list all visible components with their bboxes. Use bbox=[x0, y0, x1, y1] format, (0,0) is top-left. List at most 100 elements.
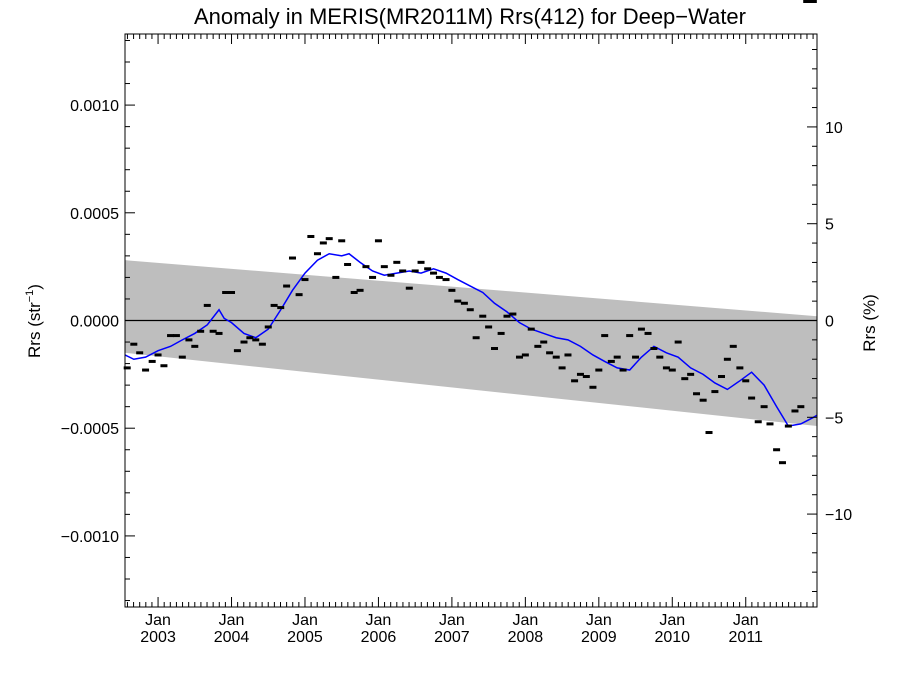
data-point bbox=[460, 301, 468, 305]
data-point bbox=[203, 303, 211, 307]
x-tick-label-year: 2006 bbox=[361, 629, 397, 646]
smoothed-series-line bbox=[124, 252, 818, 427]
data-point bbox=[497, 331, 505, 335]
data-point bbox=[515, 355, 523, 359]
data-point bbox=[277, 306, 285, 310]
data-point bbox=[319, 241, 327, 245]
y-left-tick-label: −0.0010 bbox=[61, 529, 119, 546]
data-point bbox=[332, 275, 340, 279]
data-point bbox=[760, 405, 768, 409]
x-tick-label-month: Jan bbox=[659, 612, 685, 629]
x-tick-label-month: Jan bbox=[292, 612, 318, 629]
x-tick-label-year: 2007 bbox=[434, 629, 470, 646]
data-point bbox=[601, 334, 609, 338]
data-point bbox=[784, 424, 792, 428]
x-tick-label-month: Jan bbox=[586, 612, 612, 629]
y-axis-left-label-close: ) bbox=[25, 284, 44, 290]
y-right-tick-label: 10 bbox=[825, 120, 843, 137]
data-point bbox=[148, 359, 156, 363]
data-point bbox=[754, 420, 762, 424]
data-point bbox=[564, 353, 572, 357]
data-point bbox=[172, 334, 180, 338]
data-point bbox=[307, 234, 315, 238]
data-point bbox=[742, 379, 750, 383]
data-point bbox=[778, 461, 786, 465]
data-point bbox=[325, 237, 333, 241]
uncertainty-band bbox=[125, 260, 817, 427]
data-point bbox=[270, 303, 278, 307]
data-point bbox=[369, 275, 377, 279]
data-point bbox=[160, 364, 168, 368]
x-tick-label-year: 2010 bbox=[654, 629, 690, 646]
data-point bbox=[136, 351, 144, 355]
data-point bbox=[509, 312, 517, 316]
x-tick-label-year: 2005 bbox=[287, 629, 323, 646]
data-point bbox=[595, 368, 603, 372]
plot-area bbox=[123, 0, 818, 608]
data-point bbox=[350, 290, 358, 294]
data-point bbox=[558, 366, 566, 370]
data-point bbox=[191, 344, 199, 348]
data-point bbox=[485, 325, 493, 329]
data-point bbox=[589, 385, 597, 389]
data-point bbox=[313, 252, 321, 256]
data-point bbox=[209, 329, 217, 333]
data-point bbox=[791, 409, 799, 413]
data-point bbox=[387, 273, 395, 277]
data-point bbox=[295, 293, 303, 297]
data-point bbox=[435, 275, 443, 279]
y-left-tick-label: 0.0005 bbox=[70, 206, 119, 223]
data-point bbox=[613, 355, 621, 359]
x-tick-label-month: Jan bbox=[512, 612, 538, 629]
data-point bbox=[123, 366, 131, 370]
data-point bbox=[130, 342, 138, 346]
data-point bbox=[142, 368, 150, 372]
data-point bbox=[803, 0, 811, 3]
x-tick-label-year: 2011 bbox=[729, 629, 764, 646]
data-point bbox=[711, 390, 719, 394]
data-point bbox=[185, 338, 193, 342]
data-point bbox=[576, 372, 584, 376]
monthly-points bbox=[123, 0, 817, 465]
data-point bbox=[374, 239, 382, 243]
data-point bbox=[705, 431, 713, 435]
x-tick-label-month: Jan bbox=[366, 612, 392, 629]
y-right-tick-label: 0 bbox=[825, 314, 834, 331]
data-point bbox=[809, 0, 817, 3]
y-left-tick-label: 0.0000 bbox=[70, 314, 119, 331]
axes: Jan2003Jan2004Jan2005Jan2006Jan2007Jan20… bbox=[61, 34, 852, 646]
data-point bbox=[540, 340, 548, 344]
data-point bbox=[283, 284, 291, 288]
y-left-tick-label: 0.0010 bbox=[70, 98, 119, 115]
data-point bbox=[491, 347, 499, 351]
x-tick-label-month: Jan bbox=[145, 612, 171, 629]
data-point bbox=[222, 290, 230, 294]
data-point bbox=[215, 331, 223, 335]
y-right-tick-label: −10 bbox=[825, 507, 852, 524]
data-point bbox=[417, 260, 425, 264]
data-point bbox=[571, 379, 579, 383]
data-point bbox=[356, 288, 364, 292]
data-point bbox=[362, 265, 370, 269]
data-point bbox=[264, 325, 272, 329]
data-point bbox=[472, 336, 480, 340]
data-point bbox=[344, 262, 352, 266]
data-point bbox=[766, 422, 774, 426]
data-point bbox=[448, 288, 456, 292]
x-tick-label-year: 2008 bbox=[508, 629, 544, 646]
data-point bbox=[454, 299, 462, 303]
data-point bbox=[197, 329, 205, 333]
x-tick-label-year: 2009 bbox=[581, 629, 617, 646]
data-point bbox=[736, 366, 744, 370]
data-point bbox=[167, 334, 175, 338]
data-point bbox=[674, 340, 682, 344]
data-point bbox=[466, 308, 474, 312]
data-point bbox=[662, 366, 670, 370]
data-point bbox=[380, 265, 388, 269]
data-point bbox=[723, 357, 731, 361]
data-point bbox=[411, 269, 419, 273]
data-point bbox=[252, 338, 260, 342]
data-point bbox=[246, 336, 254, 340]
x-tick-label-year: 2003 bbox=[140, 629, 176, 646]
y-axis-left-label: Rrs (str−1) bbox=[24, 284, 44, 358]
